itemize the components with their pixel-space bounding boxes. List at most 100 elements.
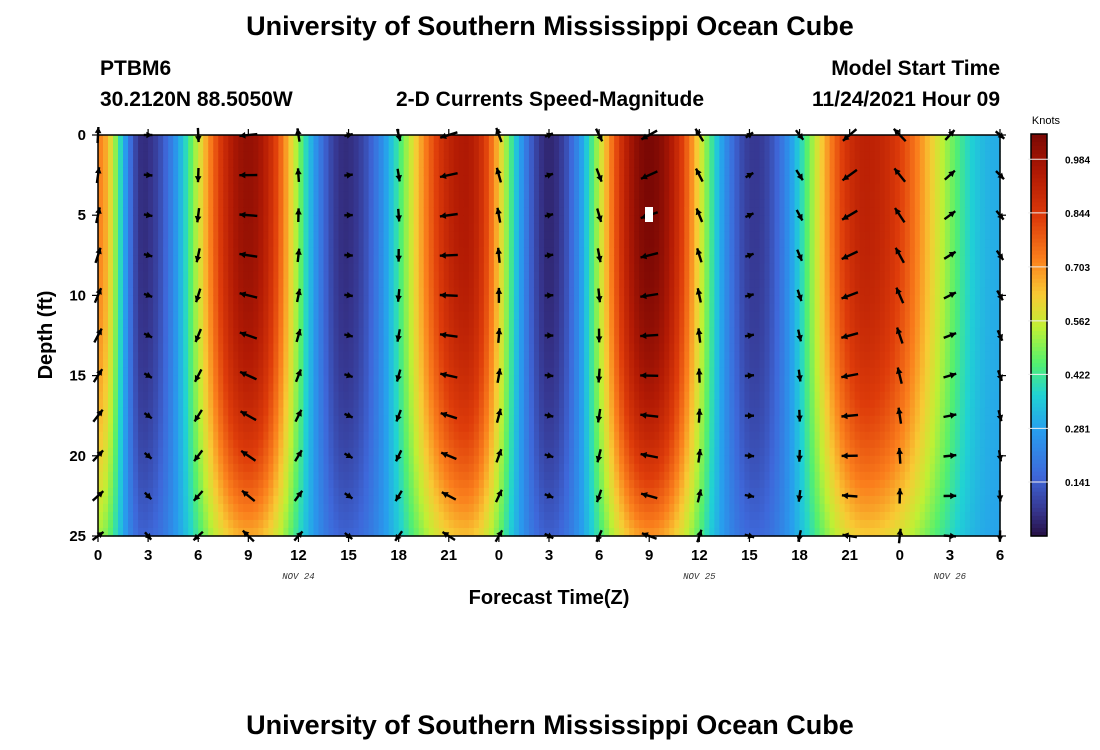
heatmap-cell: [318, 367, 325, 377]
heatmap-cell: [418, 151, 425, 160]
heatmap-cell: [168, 511, 174, 521]
heatmap-cell: [358, 199, 365, 208]
heatmap-cell: [333, 175, 340, 184]
heatmap-cell: [133, 255, 139, 264]
heatmap-cell: [468, 191, 475, 200]
heatmap-cell: [574, 511, 580, 521]
heatmap-cell: [508, 463, 515, 473]
heatmap-cell: [579, 487, 585, 497]
heatmap-cell: [243, 343, 249, 353]
heatmap-cell: [283, 287, 290, 296]
heatmap-cell: [133, 143, 139, 152]
heatmap-cell: [569, 391, 575, 401]
heatmap-cell: [483, 143, 490, 152]
heatmap-cell: [488, 503, 495, 513]
heatmap-cell: [123, 359, 129, 369]
heatmap-cell: [248, 247, 254, 256]
heatmap-cell: [318, 279, 325, 288]
heatmap-cell: [523, 503, 530, 513]
heatmap-cell: [343, 487, 350, 497]
heatmap-cell: [488, 319, 495, 329]
heatmap-cell: [428, 327, 435, 337]
heatmap-cell: [288, 511, 295, 521]
heatmap-cell: [138, 159, 144, 168]
heatmap-cell: [253, 359, 259, 369]
heatmap-cell: [188, 303, 194, 313]
heatmap-cell: [273, 351, 279, 361]
heatmap-cell: [363, 399, 370, 409]
heatmap-cell: [158, 471, 164, 481]
heatmap-cell: [173, 511, 179, 521]
heatmap-cell: [163, 143, 169, 152]
heatmap-cell: [273, 199, 279, 208]
heatmap-cell: [198, 167, 204, 176]
heatmap-cell: [333, 287, 340, 296]
heatmap-cell: [488, 191, 495, 200]
heatmap-cell: [468, 519, 475, 529]
heatmap-cell: [538, 183, 545, 192]
heatmap-cell: [203, 423, 209, 433]
heatmap-cell: [123, 383, 129, 393]
heatmap-cell: [488, 439, 495, 449]
heatmap-cell: [498, 175, 505, 184]
heatmap-cell: [549, 479, 555, 489]
heatmap-cell: [183, 167, 189, 176]
heatmap-cell: [564, 319, 570, 329]
heatmap-cell: [338, 463, 345, 473]
heatmap-cell: [128, 527, 134, 537]
heatmap-cell: [554, 423, 560, 433]
heatmap-cell: [288, 207, 295, 216]
heatmap-cell: [523, 487, 530, 497]
heatmap-cell: [463, 351, 470, 361]
heatmap-cell: [258, 255, 264, 264]
heatmap-cell: [133, 375, 139, 385]
heatmap-cell: [308, 383, 315, 393]
heatmap-cell: [148, 159, 154, 168]
heatmap-cell: [313, 327, 320, 337]
heatmap-cell: [228, 455, 234, 465]
heatmap-cell: [559, 503, 565, 513]
heatmap-cell: [288, 503, 295, 513]
heatmap-cell: [493, 327, 500, 337]
heatmap-cell: [328, 327, 335, 337]
heatmap-cell: [203, 455, 209, 465]
heatmap-cell: [263, 199, 269, 208]
heatmap-cell: [278, 351, 285, 361]
heatmap-cell: [113, 487, 119, 497]
heatmap-cell: [368, 311, 375, 321]
heatmap-cell: [554, 335, 560, 345]
heatmap-cell: [418, 391, 425, 401]
heatmap-cell: [523, 215, 530, 224]
heatmap-cell: [233, 447, 239, 457]
heatmap-cell: [458, 143, 465, 152]
heatmap-cell: [278, 159, 285, 168]
heatmap-cell: [158, 167, 164, 176]
heatmap-cell: [328, 351, 335, 361]
heatmap-cell: [273, 159, 279, 168]
heatmap-cell: [258, 223, 264, 232]
heatmap-cell: [493, 223, 500, 232]
heatmap-cell: [258, 351, 264, 361]
heatmap-cell: [323, 223, 330, 232]
heatmap-cell: [193, 343, 199, 353]
heatmap-cell: [388, 271, 395, 280]
heatmap-cell: [403, 183, 410, 192]
heatmap-cell: [203, 191, 209, 200]
heatmap-cell: [113, 279, 119, 288]
heatmap-cell: [533, 287, 540, 296]
heatmap-cell: [203, 471, 209, 481]
heatmap-cell: [173, 407, 179, 417]
heatmap-cell: [433, 503, 440, 513]
heatmap-cell: [228, 511, 234, 521]
heatmap-cell: [418, 263, 425, 272]
heatmap-cell: [443, 135, 450, 144]
heatmap-cell: [173, 503, 179, 513]
heatmap-cell: [473, 351, 480, 361]
heatmap-cell: [393, 143, 400, 152]
heatmap-cell: [323, 431, 330, 441]
heatmap-cell: [228, 359, 234, 369]
heatmap-cell: [579, 343, 585, 353]
heatmap-cell: [133, 247, 139, 256]
heatmap-cell: [403, 135, 410, 144]
heatmap-cell: [308, 375, 315, 385]
